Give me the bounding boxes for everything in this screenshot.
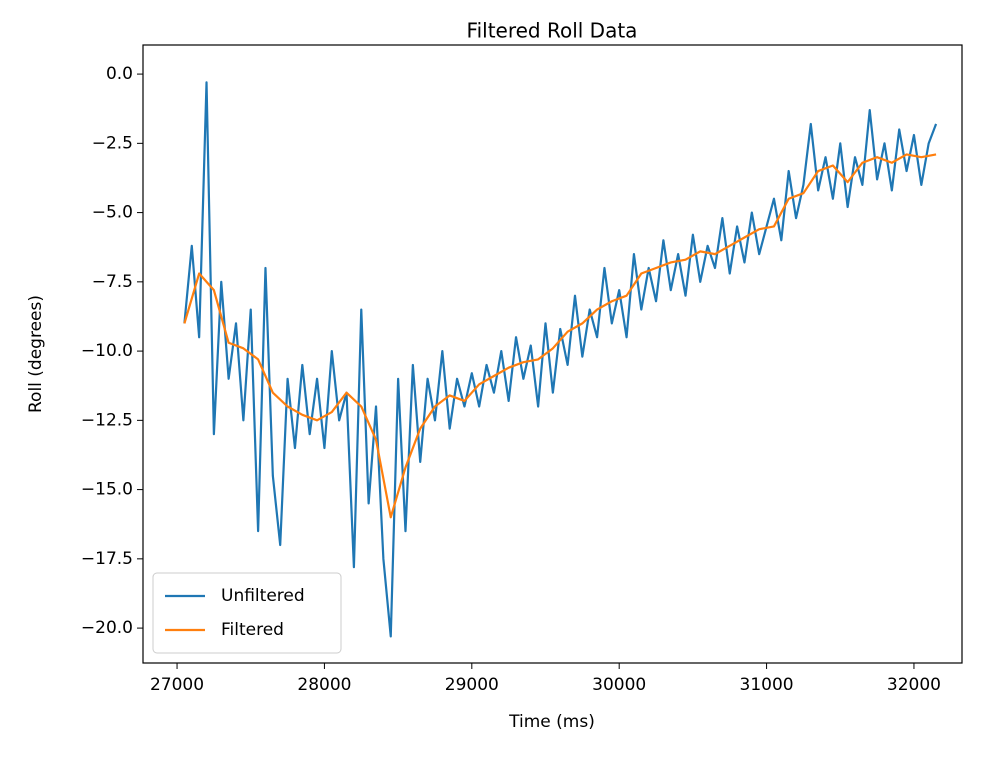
y-axis-label: Roll (degrees) — [26, 295, 46, 413]
y-tick-label: 0.0 — [106, 64, 133, 84]
plot-frame — [142, 44, 963, 664]
y-tick-label: −10.0 — [81, 341, 133, 361]
y-tick-label: −20.0 — [81, 618, 133, 638]
y-tick-label: −15.0 — [81, 480, 133, 500]
x-tick-label: 30000 — [592, 675, 646, 695]
y-tick-label: −12.5 — [81, 410, 133, 430]
legend: Unfiltered Filtered — [152, 572, 342, 654]
x-tick-label: 27000 — [150, 675, 204, 695]
y-tick-label: −17.5 — [81, 549, 133, 569]
legend-label: Filtered — [221, 620, 284, 640]
y-tick-label: −2.5 — [92, 133, 133, 153]
x-axis-label: Time (ms) — [508, 712, 595, 732]
x-tick-label: 32000 — [887, 675, 941, 695]
x-tick-label: 28000 — [297, 675, 351, 695]
x-tick-label: 29000 — [445, 675, 499, 695]
y-tick-label: −5.0 — [92, 203, 133, 223]
data-line — [183, 153, 937, 519]
y-tick-label: −7.5 — [92, 272, 133, 292]
chart-title: Filtered Roll Data — [467, 19, 638, 43]
legend-label: Unfiltered — [221, 586, 305, 606]
legend-box — [152, 572, 342, 654]
data-line — [183, 81, 938, 638]
x-tick-label: 31000 — [740, 675, 794, 695]
